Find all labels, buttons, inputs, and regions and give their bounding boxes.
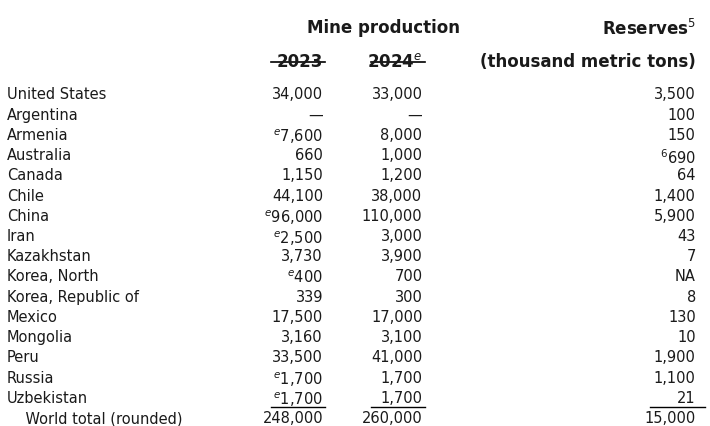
Text: 248,000: 248,000 [263, 411, 323, 426]
Text: 110,000: 110,000 [362, 209, 422, 224]
Text: 8: 8 [687, 290, 696, 305]
Text: 38,000: 38,000 [371, 188, 422, 204]
Text: $^e$7,600: $^e$7,600 [273, 128, 323, 147]
Text: 100: 100 [668, 107, 696, 123]
Text: (thousand metric tons): (thousand metric tons) [480, 53, 696, 71]
Text: Reserves$^5$: Reserves$^5$ [602, 19, 696, 39]
Text: Australia: Australia [7, 148, 72, 163]
Text: Peru: Peru [7, 350, 40, 366]
Text: 8,000: 8,000 [381, 128, 422, 143]
Text: 17,000: 17,000 [371, 310, 422, 325]
Text: Mexico: Mexico [7, 310, 58, 325]
Text: Armenia: Armenia [7, 128, 69, 143]
Text: —: — [408, 107, 422, 123]
Text: 33,500: 33,500 [272, 350, 323, 366]
Text: 1,700: 1,700 [381, 391, 422, 406]
Text: 1,150: 1,150 [281, 168, 323, 183]
Text: 10: 10 [677, 330, 696, 345]
Text: Mongolia: Mongolia [7, 330, 73, 345]
Text: 5,900: 5,900 [654, 209, 696, 224]
Text: United States: United States [7, 87, 106, 102]
Text: 130: 130 [668, 310, 696, 325]
Text: $^e$1,700: $^e$1,700 [273, 371, 323, 389]
Text: 300: 300 [395, 290, 422, 305]
Text: 3,000: 3,000 [381, 229, 422, 244]
Text: 150: 150 [668, 128, 696, 143]
Text: 1,400: 1,400 [654, 188, 696, 204]
Text: 41,000: 41,000 [371, 350, 422, 366]
Text: Chile: Chile [7, 188, 44, 204]
Text: Russia: Russia [7, 371, 55, 386]
Text: $^6$690: $^6$690 [660, 148, 696, 167]
Text: 1,700: 1,700 [381, 371, 422, 386]
Text: 1,100: 1,100 [654, 371, 696, 386]
Text: 3,730: 3,730 [281, 249, 323, 264]
Text: 21: 21 [677, 391, 696, 406]
Text: 17,500: 17,500 [272, 310, 323, 325]
Text: 3,500: 3,500 [654, 87, 696, 102]
Text: 2024$^e$: 2024$^e$ [367, 53, 422, 71]
Text: Argentina: Argentina [7, 107, 79, 123]
Text: 44,100: 44,100 [272, 188, 323, 204]
Text: 7: 7 [687, 249, 696, 264]
Text: Iran: Iran [7, 229, 36, 244]
Text: World total (rounded): World total (rounded) [7, 411, 182, 426]
Text: 339: 339 [295, 290, 323, 305]
Text: $^e$2,500: $^e$2,500 [273, 229, 323, 248]
Text: $^e$1,700: $^e$1,700 [273, 391, 323, 409]
Text: 1,200: 1,200 [381, 168, 422, 183]
Text: 15,000: 15,000 [645, 411, 696, 426]
Text: 700: 700 [394, 269, 422, 285]
Text: Uzbekistan: Uzbekistan [7, 391, 88, 406]
Text: Canada: Canada [7, 168, 63, 183]
Text: 3,100: 3,100 [381, 330, 422, 345]
Text: $^e$96,000: $^e$96,000 [264, 209, 323, 227]
Text: —: — [308, 107, 323, 123]
Text: Korea, Republic of: Korea, Republic of [7, 290, 139, 305]
Text: 34,000: 34,000 [272, 87, 323, 102]
Text: 660: 660 [295, 148, 323, 163]
Text: $^e$400: $^e$400 [287, 269, 323, 286]
Text: 43: 43 [677, 229, 696, 244]
Text: NA: NA [675, 269, 696, 285]
Text: China: China [7, 209, 49, 224]
Text: Korea, North: Korea, North [7, 269, 99, 285]
Text: Kazakhstan: Kazakhstan [7, 249, 92, 264]
Text: 3,160: 3,160 [281, 330, 323, 345]
Text: 1,900: 1,900 [654, 350, 696, 366]
Text: 1,000: 1,000 [381, 148, 422, 163]
Text: Mine production: Mine production [307, 19, 460, 37]
Text: 2023: 2023 [277, 53, 323, 71]
Text: 260,000: 260,000 [361, 411, 422, 426]
Text: 3,900: 3,900 [381, 249, 422, 264]
Text: 33,000: 33,000 [371, 87, 422, 102]
Text: 64: 64 [677, 168, 696, 183]
